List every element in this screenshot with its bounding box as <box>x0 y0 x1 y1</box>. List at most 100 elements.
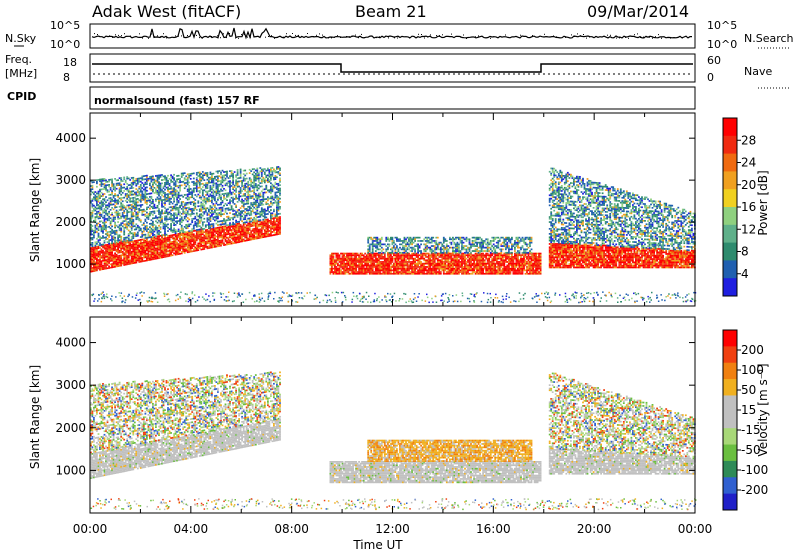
noise-search-dot <box>334 36 335 38</box>
heatmap-cell <box>263 220 266 223</box>
heatmap-cell <box>97 260 100 263</box>
heatmap-cell <box>118 236 121 238</box>
heatmap-cell <box>100 260 103 262</box>
heatmap-cell <box>100 205 103 207</box>
heatmap-cell <box>334 264 336 267</box>
heatmap-cell <box>97 244 100 247</box>
heatmap-cell <box>218 190 221 193</box>
heatmap-cell <box>158 240 160 243</box>
heatmap-cell <box>356 259 359 262</box>
heatmap-cell <box>221 236 224 238</box>
heatmap-cell <box>167 235 169 237</box>
heatmap-cell <box>329 257 332 260</box>
heatmap-cell <box>195 180 198 183</box>
heatmap-cell <box>433 266 436 268</box>
heatmap-cell <box>208 195 210 198</box>
heatmap-cell <box>405 264 407 267</box>
heatmap-cell <box>233 189 236 192</box>
heatmap-cell <box>383 267 386 270</box>
heatmap-cell <box>382 271 385 273</box>
heatmap-cell <box>420 272 422 275</box>
heatmap-cell <box>355 264 357 267</box>
heatmap-cell <box>198 242 201 244</box>
heatmap-cell <box>247 239 250 241</box>
heatmap-cell <box>173 187 175 189</box>
heatmap-cell <box>115 253 118 256</box>
heatmap-cell <box>152 238 154 240</box>
heatmap-cell <box>257 232 260 234</box>
heatmap-cell <box>108 194 110 196</box>
heatmap-cell <box>126 228 129 230</box>
heatmap-cell <box>102 198 104 201</box>
heatmap-cell <box>254 183 257 185</box>
heatmap-cell <box>173 229 175 231</box>
heatmap-cell <box>188 246 191 248</box>
heatmap-cell <box>220 196 222 199</box>
noise-search-dot <box>607 34 608 36</box>
heatmap-cell <box>150 229 153 232</box>
heatmap-cell <box>405 259 407 262</box>
heatmap-cell <box>124 181 127 184</box>
heatmap-cell <box>91 228 94 231</box>
heatmap-cell <box>150 202 153 205</box>
heatmap-cell <box>135 199 138 202</box>
heatmap-cell <box>186 251 189 254</box>
heatmap-cell <box>215 217 218 220</box>
heatmap-cell <box>335 266 338 268</box>
heatmap-cell <box>170 244 172 247</box>
heatmap-cell <box>367 256 370 258</box>
heatmap-cell <box>214 182 216 185</box>
heatmap-cell <box>198 238 201 241</box>
heatmap-cell <box>408 264 410 267</box>
heatmap-cell <box>156 228 159 231</box>
heatmap-cell <box>427 254 430 257</box>
heatmap-cell <box>277 204 280 207</box>
heatmap-cell <box>332 256 335 258</box>
heatmap-cell <box>108 253 110 256</box>
heatmap-cell <box>399 256 401 258</box>
heatmap-cell <box>142 213 145 216</box>
heatmap-cell <box>274 217 277 219</box>
heatmap-cell <box>235 197 237 200</box>
heatmap-cell <box>149 250 151 253</box>
heatmap-cell <box>254 222 257 225</box>
heatmap-cell <box>209 176 212 179</box>
heatmap-cell <box>144 233 147 236</box>
heatmap-cell <box>361 269 363 272</box>
heatmap-cell <box>106 207 109 210</box>
heatmap-cell <box>212 244 215 247</box>
heatmap-cell <box>201 221 204 224</box>
heatmap-cell <box>127 258 130 260</box>
heatmap-cell <box>189 245 192 248</box>
heatmap-cell <box>349 261 351 263</box>
heatmap-cell <box>349 259 351 262</box>
heatmap-cell <box>147 257 150 260</box>
heatmap-cell <box>359 264 362 267</box>
heatmap-cell <box>274 196 277 199</box>
heatmap-cell <box>150 236 153 238</box>
heatmap-cell <box>439 267 442 270</box>
heatmap-cell <box>232 210 234 212</box>
heatmap-cell <box>338 271 341 273</box>
heatmap-cell <box>198 205 201 207</box>
heatmap-cell <box>445 271 448 273</box>
heatmap-cell <box>212 229 215 232</box>
heatmap-cell <box>329 264 332 267</box>
heatmap-cell <box>93 250 95 252</box>
heatmap-cell <box>209 238 212 241</box>
heatmap-cell <box>331 257 333 260</box>
heatmap-cell <box>112 246 115 248</box>
heatmap-cell <box>263 222 266 225</box>
heatmap-cell <box>90 228 92 231</box>
heatmap-cell <box>195 177 198 179</box>
heatmap-cell <box>217 177 219 179</box>
heatmap-cell <box>112 203 115 206</box>
heatmap-cell <box>135 191 138 194</box>
heatmap-cell <box>201 231 204 234</box>
heatmap-cell <box>171 194 174 196</box>
heatmap-cell <box>239 229 242 231</box>
heatmap-cell <box>114 216 116 219</box>
heatmap-cell <box>218 197 221 199</box>
heatmap-cell <box>412 269 415 272</box>
heatmap-cell <box>343 269 345 272</box>
